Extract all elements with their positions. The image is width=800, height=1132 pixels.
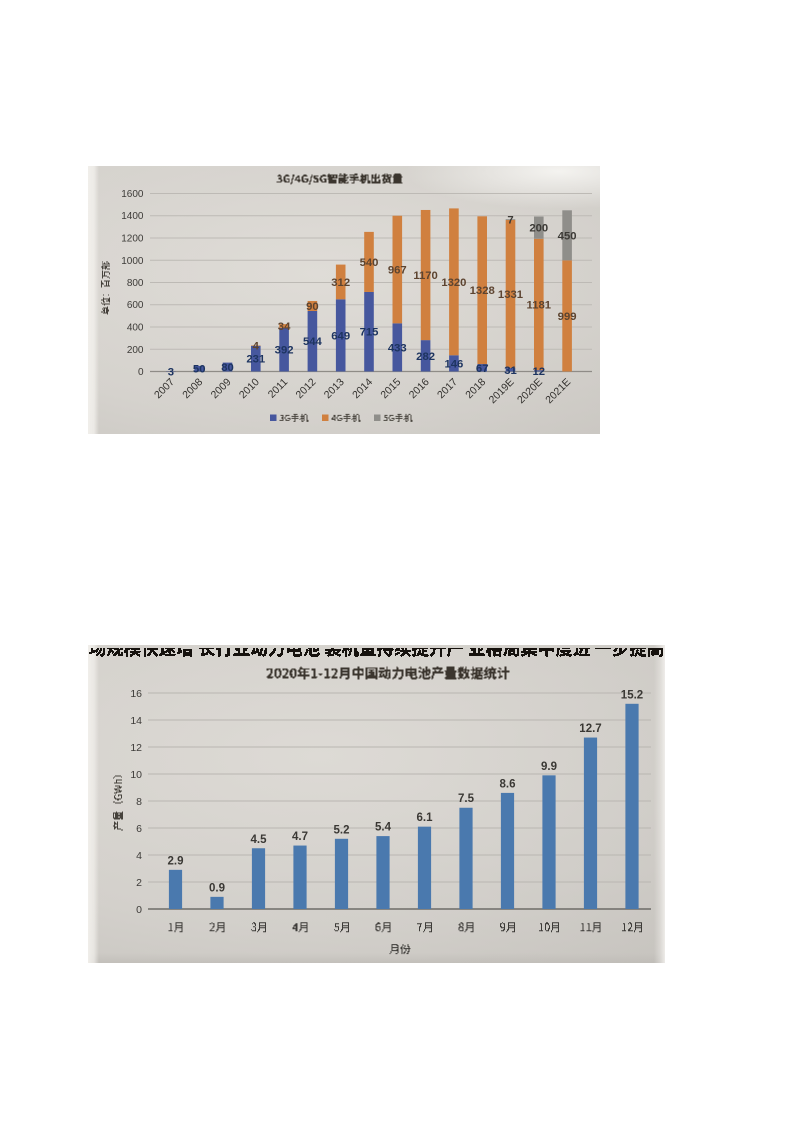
svg-text:450: 450 bbox=[558, 230, 577, 242]
svg-text:7.5: 7.5 bbox=[458, 793, 475, 805]
svg-text:1181: 1181 bbox=[527, 300, 552, 312]
svg-text:433: 433 bbox=[388, 342, 407, 354]
svg-text:90: 90 bbox=[306, 301, 319, 313]
svg-text:1200: 1200 bbox=[121, 234, 144, 245]
svg-text:6: 6 bbox=[136, 823, 142, 835]
svg-text:200: 200 bbox=[529, 223, 548, 235]
svg-text:1170: 1170 bbox=[413, 270, 438, 282]
svg-text:2.9: 2.9 bbox=[168, 855, 184, 867]
svg-text:8.6: 8.6 bbox=[500, 778, 516, 790]
svg-text:999: 999 bbox=[558, 311, 577, 323]
svg-text:715: 715 bbox=[360, 327, 379, 339]
svg-text:50: 50 bbox=[193, 364, 206, 376]
svg-text:400: 400 bbox=[127, 323, 144, 334]
svg-text:146: 146 bbox=[444, 358, 463, 370]
svg-text:67: 67 bbox=[476, 363, 489, 375]
svg-text:4.5: 4.5 bbox=[251, 834, 268, 846]
svg-text:800: 800 bbox=[127, 278, 144, 289]
svg-text:12: 12 bbox=[533, 366, 546, 378]
svg-text:2: 2 bbox=[136, 877, 142, 889]
svg-text:5.2: 5.2 bbox=[334, 824, 350, 836]
svg-text:1600: 1600 bbox=[121, 189, 144, 200]
svg-text:1328: 1328 bbox=[470, 285, 495, 297]
svg-text:2008: 2008 bbox=[180, 376, 205, 401]
svg-text:34: 34 bbox=[278, 321, 291, 333]
svg-text:0: 0 bbox=[138, 367, 144, 378]
svg-text:2020E: 2020E bbox=[515, 376, 545, 406]
svg-text:200: 200 bbox=[127, 345, 144, 356]
svg-text:540: 540 bbox=[360, 257, 379, 269]
svg-text:649: 649 bbox=[331, 330, 350, 342]
svg-text:2018: 2018 bbox=[463, 376, 488, 401]
svg-text:2017: 2017 bbox=[435, 376, 460, 401]
svg-text:5.4: 5.4 bbox=[375, 822, 392, 834]
svg-text:10: 10 bbox=[130, 769, 142, 781]
svg-text:2015: 2015 bbox=[378, 376, 403, 401]
svg-text:0: 0 bbox=[136, 904, 142, 916]
svg-text:2016: 2016 bbox=[407, 376, 432, 401]
svg-text:2011: 2011 bbox=[266, 376, 291, 401]
svg-text:8: 8 bbox=[136, 796, 142, 808]
svg-text:1000: 1000 bbox=[121, 256, 144, 267]
svg-text:3: 3 bbox=[168, 366, 174, 378]
svg-text:4: 4 bbox=[136, 850, 142, 862]
svg-text:312: 312 bbox=[331, 277, 350, 289]
svg-text:967: 967 bbox=[388, 265, 407, 277]
svg-text:1400: 1400 bbox=[121, 211, 144, 222]
svg-text:282: 282 bbox=[416, 351, 435, 363]
svg-text:12: 12 bbox=[130, 742, 142, 754]
svg-text:2009: 2009 bbox=[209, 376, 234, 401]
svg-text:4.7: 4.7 bbox=[292, 831, 308, 843]
svg-text:31: 31 bbox=[504, 365, 517, 377]
svg-text:80: 80 bbox=[221, 362, 234, 374]
svg-text:2010: 2010 bbox=[237, 376, 262, 401]
svg-text:2021E: 2021E bbox=[543, 376, 573, 406]
svg-text:6.1: 6.1 bbox=[417, 812, 434, 824]
svg-text:2013: 2013 bbox=[322, 376, 347, 401]
svg-text:9.9: 9.9 bbox=[541, 761, 557, 773]
svg-text:16: 16 bbox=[130, 688, 142, 700]
svg-text:12.7: 12.7 bbox=[579, 723, 601, 735]
svg-text:231: 231 bbox=[246, 354, 265, 366]
svg-text:1331: 1331 bbox=[498, 289, 523, 301]
svg-text:15.2: 15.2 bbox=[621, 689, 643, 701]
svg-text:7: 7 bbox=[507, 215, 513, 227]
svg-text:2014: 2014 bbox=[350, 376, 375, 401]
svg-text:2019E: 2019E bbox=[487, 376, 517, 406]
svg-text:600: 600 bbox=[127, 300, 144, 311]
svg-text:392: 392 bbox=[275, 345, 294, 357]
svg-text:2012: 2012 bbox=[294, 376, 319, 401]
svg-text:2007: 2007 bbox=[152, 376, 177, 401]
svg-text:14: 14 bbox=[130, 715, 142, 727]
svg-text:544: 544 bbox=[303, 336, 323, 348]
svg-text:1320: 1320 bbox=[441, 277, 466, 289]
svg-text:0.9: 0.9 bbox=[209, 882, 225, 894]
svg-text:4: 4 bbox=[253, 341, 260, 353]
